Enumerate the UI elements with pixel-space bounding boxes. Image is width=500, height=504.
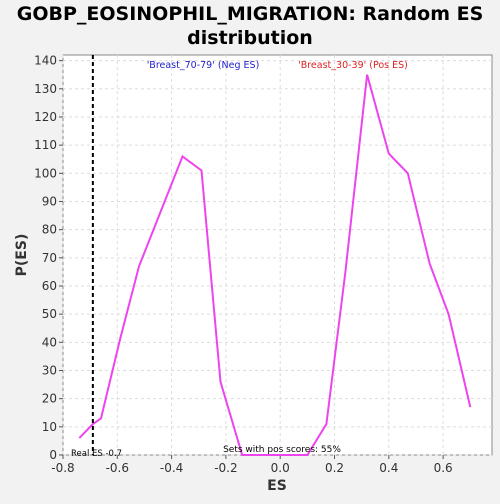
- y-axis-label: P(ES): [14, 234, 30, 277]
- series-layer: [78, 74, 472, 456]
- y-tick-label: 100: [34, 166, 57, 180]
- y-tick-label: 120: [34, 110, 57, 124]
- y-tick-label: 140: [34, 54, 57, 68]
- x-tick-label: -0.4: [160, 461, 183, 475]
- y-tick-label: 70: [42, 251, 57, 265]
- y-tick-label: 0: [49, 448, 57, 462]
- y-tick-label: 10: [42, 420, 57, 434]
- neg-es-legend: 'Breast_70-79' (Neg ES): [147, 60, 260, 71]
- y-tick-label: 40: [42, 335, 57, 349]
- y-tick-label: 20: [42, 392, 57, 406]
- y-tick-label: 130: [34, 82, 57, 96]
- y-tick-label: 90: [42, 194, 57, 208]
- y-tick-label: 110: [34, 138, 57, 152]
- pos-es-legend: 'Breast_30-39' (Pos ES): [298, 60, 408, 71]
- distribution-line: [78, 74, 472, 456]
- y-tick-label: 60: [42, 279, 57, 293]
- x-tick-label: 0.6: [434, 461, 453, 475]
- y-tick-label: 50: [42, 307, 57, 321]
- axis-layer: 0 10 20 30 40 50 60 70 80 90 100 110 120 130 140 -0.8 -0…: [34, 54, 453, 475]
- y-tick-label: 30: [42, 363, 57, 377]
- x-tick-label: -0.8: [51, 461, 74, 475]
- x-tick-label: 0.2: [325, 461, 344, 475]
- plot-area: [62, 54, 493, 456]
- pos-scores-label: Sets with pos scores: 55%: [223, 445, 341, 455]
- real-es-label: Real ES -0.7: [71, 449, 122, 459]
- grid-layer: [62, 55, 492, 456]
- x-tick-label: -0.2: [214, 461, 237, 475]
- x-tick-label: 0.4: [379, 461, 398, 475]
- x-axis-label: ES: [267, 478, 287, 494]
- chart-title-line2: distribution: [187, 27, 313, 49]
- x-tick-label: -0.6: [106, 461, 129, 475]
- chart-title-line1: GOBP_EOSINOPHIL_MIGRATION: Random ES: [17, 3, 484, 25]
- y-tick-label: 80: [42, 223, 57, 237]
- x-tick-label: 0.0: [271, 461, 290, 475]
